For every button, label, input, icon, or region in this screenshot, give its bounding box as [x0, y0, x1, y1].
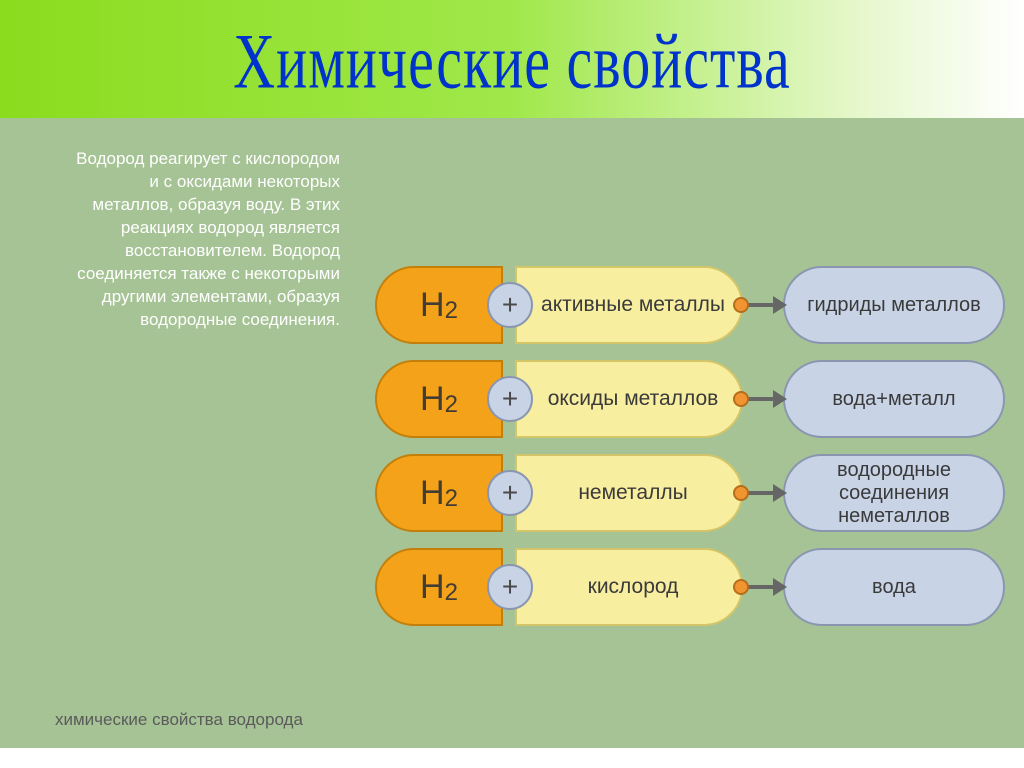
plus-icon: +	[487, 470, 533, 516]
connector-dot-icon	[733, 485, 749, 501]
arrow-head-icon	[773, 390, 787, 408]
reactant-h2-pill: H2	[375, 454, 503, 532]
plus-icon: +	[487, 564, 533, 610]
reactant-pill: неметаллы	[515, 454, 743, 532]
plus-icon: +	[487, 376, 533, 422]
arrow-shaft	[747, 491, 776, 495]
page-title: Химические свойства	[0, 16, 1024, 106]
connector-dot-icon	[733, 297, 749, 313]
arrow-shaft	[747, 585, 776, 589]
reactant-pill: кислород	[515, 548, 743, 626]
arrow-head-icon	[773, 578, 787, 596]
diagram-caption: химические свойства водорода	[55, 710, 303, 730]
plus-icon: +	[487, 282, 533, 328]
reactant-h2-pill: H2	[375, 266, 503, 344]
reactant-pill: оксиды металлов	[515, 360, 743, 438]
arrow-shaft	[747, 303, 776, 307]
product-pill: вода	[783, 548, 1005, 626]
product-pill: гидриды металлов	[783, 266, 1005, 344]
reactant-pill: активные металлы	[515, 266, 743, 344]
content-panel: Водород реагирует с кислородом и с оксид…	[0, 118, 1024, 748]
connector-dot-icon	[733, 391, 749, 407]
arrow-shaft	[747, 397, 776, 401]
product-pill: вода+металл	[783, 360, 1005, 438]
reactant-h2-pill: H2	[375, 360, 503, 438]
arrow-head-icon	[773, 484, 787, 502]
description-text: Водород реагирует с кислородом и с оксид…	[70, 148, 340, 332]
arrow-head-icon	[773, 296, 787, 314]
connector-dot-icon	[733, 579, 749, 595]
slide: Химические свойства Водород реагирует с …	[0, 0, 1024, 768]
product-pill: водородные соединения неметаллов	[783, 454, 1005, 532]
reactant-h2-pill: H2	[375, 548, 503, 626]
